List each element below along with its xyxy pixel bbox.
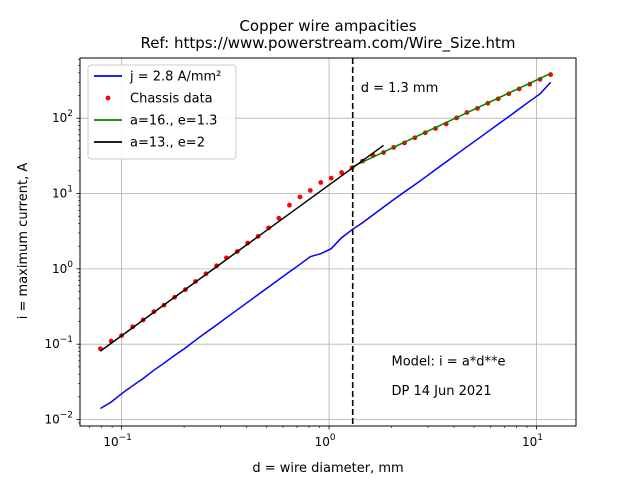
plot-series <box>97 72 554 410</box>
series-3-line <box>99 144 384 352</box>
legend: j = 2.8 A/mm² Chassis data a=16., e=1.3 a=1… <box>87 64 237 160</box>
x-tick-label-exponent: −1 <box>119 433 132 443</box>
y-tick-label-exponent: 0 <box>67 260 73 270</box>
x-tick-label: 100 <box>315 433 336 449</box>
y-tick-label-base: 10 <box>52 262 67 276</box>
annotations: Model: i = a*d**e DP 14 Jun 2021 <box>392 355 506 400</box>
legend-box <box>87 64 237 160</box>
legend-label: j = 2.8 A/mm² <box>129 70 221 85</box>
grid <box>80 58 576 426</box>
vline-label: d = 1.3 mm <box>361 81 439 96</box>
y-axis-label: i = maximum current, A <box>16 163 31 320</box>
annotation-text: Model: i = a*d**e <box>392 355 506 370</box>
series-1-point <box>307 188 313 193</box>
x-tick-label-base: 10 <box>315 435 330 449</box>
y-tick-label: 101 <box>52 185 73 201</box>
legend-label: a=13., e=2 <box>130 136 205 151</box>
y-tick-label-base: 10 <box>52 111 67 125</box>
y-tick-label-exponent: −1 <box>60 335 73 345</box>
annotation-text: DP 14 Jun 2021 <box>392 384 492 399</box>
series-1-point <box>328 175 334 181</box>
y-tick-label: 100 <box>52 260 73 276</box>
series-2-line <box>351 72 552 168</box>
legend-label: a=16., e=1.3 <box>130 114 217 129</box>
series-1-point <box>297 194 303 200</box>
y-tick-label-base: 10 <box>44 413 59 427</box>
series-1-point <box>287 202 292 208</box>
y-tick-label-base: 10 <box>44 337 59 351</box>
chart-subtitle: Ref: https://www.powerstream.com/Wire_Si… <box>140 34 515 53</box>
y-tick-label: 10−1 <box>44 335 73 351</box>
x-tick-label-exponent: 1 <box>537 433 543 443</box>
y-tick-label: 102 <box>52 109 73 125</box>
x-tick-label-base: 10 <box>522 435 537 449</box>
y-tick-label-exponent: 2 <box>67 109 73 119</box>
x-tick-label: 101 <box>522 433 543 449</box>
series-1-point <box>318 180 324 185</box>
x-axis-label: d = wire diameter, mm <box>252 461 403 476</box>
chart-title: Copper wire ampacities <box>239 17 416 35</box>
y-tick-label-exponent: −2 <box>60 411 73 421</box>
y-tick-label: 10−2 <box>44 411 73 427</box>
series-0-line <box>100 81 552 410</box>
legend-swatch-point <box>105 95 111 101</box>
series-1-point <box>339 170 345 175</box>
x-tick-label: 10−1 <box>103 433 132 449</box>
reference-line: d = 1.3 mm <box>351 58 439 426</box>
y-tick-label-base: 10 <box>52 187 67 201</box>
x-tick-label-base: 10 <box>103 435 118 449</box>
x-tick-label-exponent: 0 <box>330 433 336 443</box>
legend-label: Chassis data <box>130 92 213 107</box>
plot-frame <box>79 57 577 427</box>
series-1-point <box>276 215 282 221</box>
y-tick-label-exponent: 1 <box>67 185 73 195</box>
